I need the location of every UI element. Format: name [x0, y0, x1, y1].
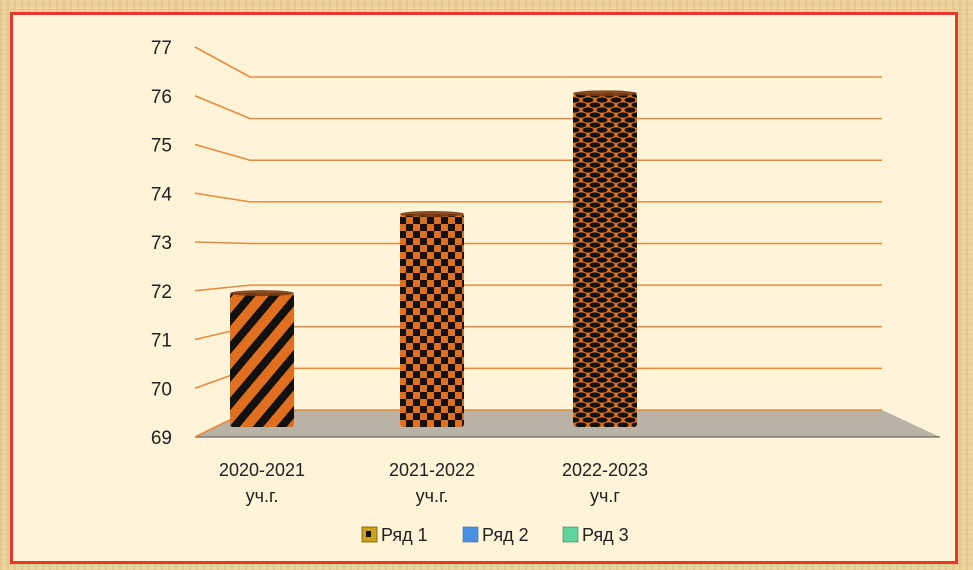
gridline [194, 241, 882, 245]
bar [230, 290, 294, 427]
bar-face [400, 214, 464, 427]
y-tick-label: 75 [151, 136, 172, 157]
bar [573, 90, 637, 427]
bar-base [232, 415, 292, 427]
chart-panel [10, 12, 958, 564]
bar-top [400, 211, 464, 218]
y-tick-label: 71 [151, 331, 172, 352]
x-category-label: 2021-2022 уч.г. [389, 460, 475, 506]
x-category-label: 2020-2021 уч.г. [219, 460, 305, 506]
y-tick-label: 77 [151, 38, 172, 59]
y-tick-label: 69 [151, 428, 172, 449]
legend-item: Ряд 3 [562, 525, 629, 545]
legend-label: Ряд 2 [482, 525, 529, 545]
y-tick-label: 74 [151, 184, 173, 205]
chart-floor [195, 410, 940, 437]
bar-base [402, 415, 462, 427]
bar-face [573, 93, 637, 427]
bar-top [573, 90, 637, 97]
x-category-label: 2022-2023 уч.г [562, 460, 648, 506]
bar-face [230, 293, 294, 427]
legend-item: Ряд 2 [462, 525, 529, 545]
gridline [194, 367, 882, 390]
legend-label: Ряд 3 [582, 525, 629, 545]
gridline [194, 325, 882, 341]
gridline [194, 192, 882, 203]
bar-top [230, 290, 294, 297]
gridline [194, 46, 882, 78]
bar-base [575, 415, 635, 427]
y-tick-label: 70 [151, 379, 172, 400]
gridline [194, 143, 882, 162]
legend-swatch [462, 526, 479, 543]
legend-swatch-mark [366, 531, 371, 537]
legend-swatch [562, 526, 579, 543]
legend-item: Ряд 1 [361, 525, 428, 545]
y-tick-label: 73 [151, 233, 172, 254]
gridline [194, 284, 882, 292]
bar [400, 211, 464, 427]
y-tick-label: 72 [151, 282, 172, 303]
legend-label: Ряд 1 [381, 525, 428, 545]
y-tick-label: 76 [151, 87, 172, 108]
gridline [194, 95, 882, 120]
